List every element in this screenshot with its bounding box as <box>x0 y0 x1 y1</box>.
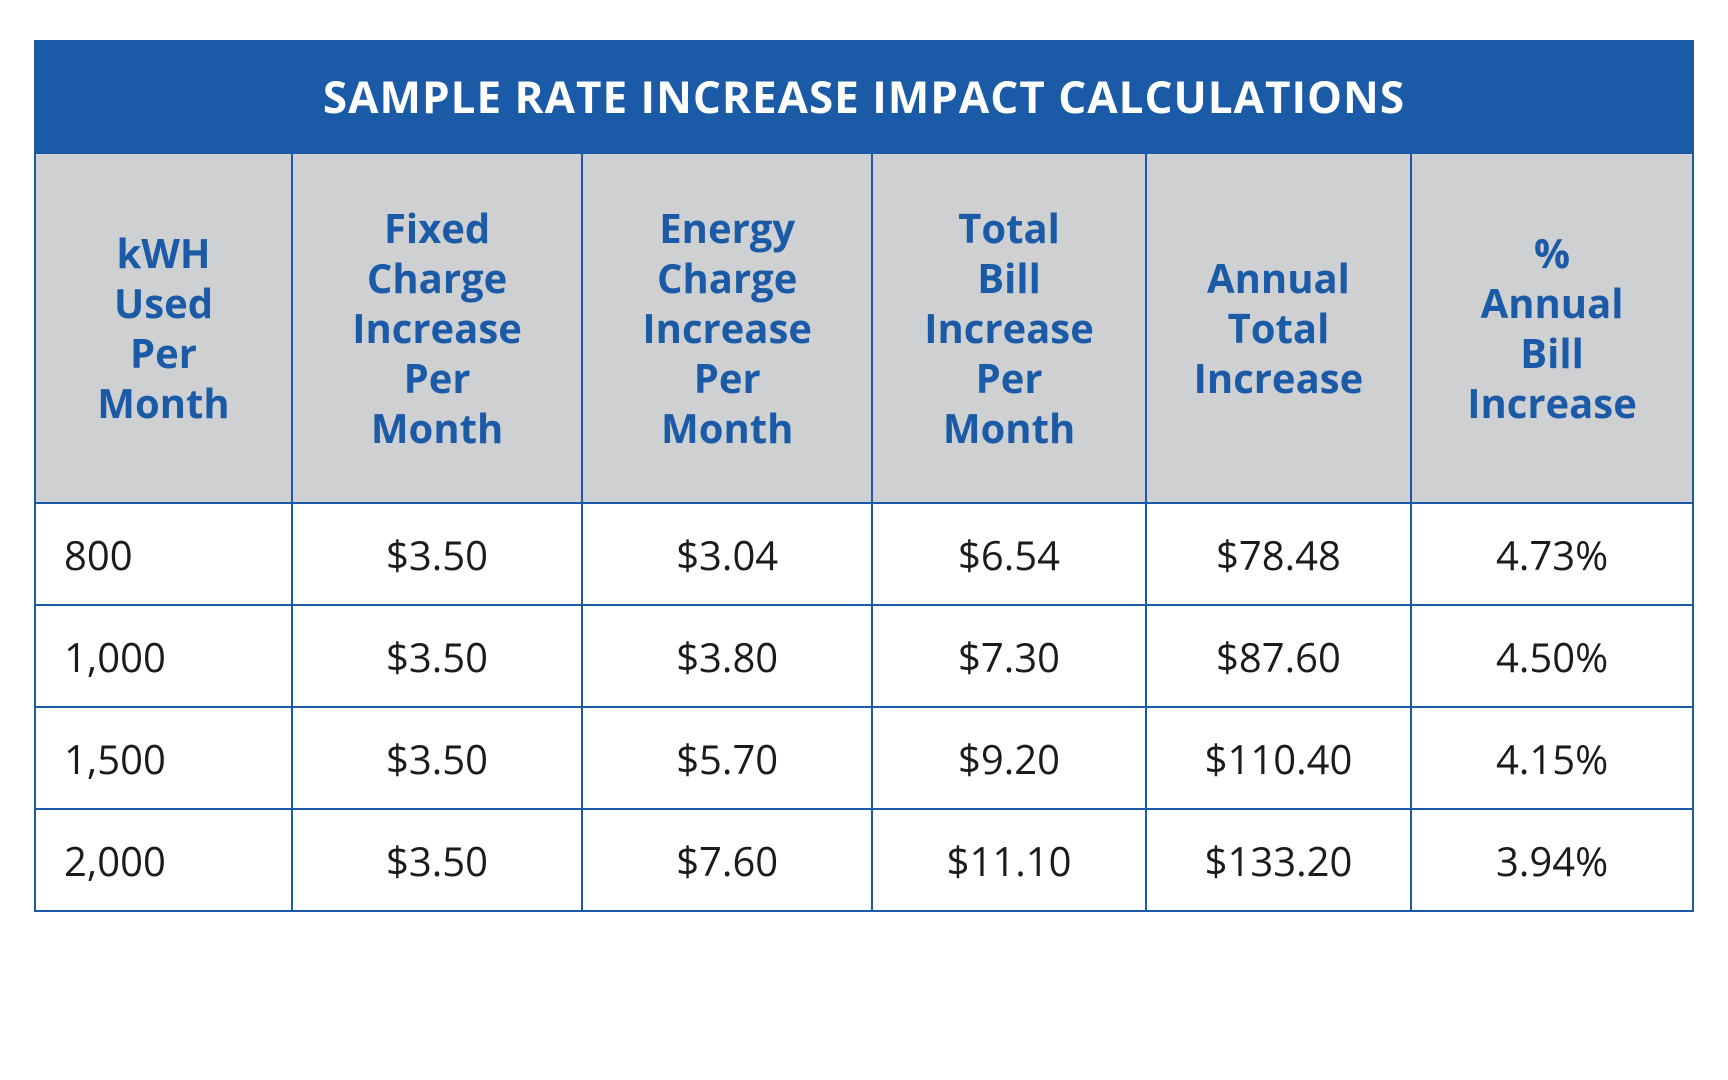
table-row: 2,000$3.50$7.60$11.10$133.203.94% <box>35 809 1693 911</box>
table-cell: $11.10 <box>872 809 1146 911</box>
table-cell: 4.73% <box>1411 503 1693 605</box>
column-header: TotalBillIncreasePerMonth <box>872 153 1146 503</box>
table-row: 1,000$3.50$3.80$7.30$87.604.50% <box>35 605 1693 707</box>
table-cell: $7.60 <box>582 809 872 911</box>
table-cell: $9.20 <box>872 707 1146 809</box>
table-cell: $78.48 <box>1146 503 1411 605</box>
table-cell: $110.40 <box>1146 707 1411 809</box>
table-cell: 1,500 <box>35 707 292 809</box>
table-row: 800$3.50$3.04$6.54$78.484.73% <box>35 503 1693 605</box>
table-cell: 2,000 <box>35 809 292 911</box>
title-row: SAMPLE RATE INCREASE IMPACT CALCULATIONS <box>35 41 1693 153</box>
table-cell: $3.04 <box>582 503 872 605</box>
table-cell: $3.50 <box>292 503 582 605</box>
table-body: 800$3.50$3.04$6.54$78.484.73%1,000$3.50$… <box>35 503 1693 911</box>
table-container: SAMPLE RATE INCREASE IMPACT CALCULATIONS… <box>0 0 1728 946</box>
table-title: SAMPLE RATE INCREASE IMPACT CALCULATIONS <box>35 41 1693 153</box>
column-header: %AnnualBillIncrease <box>1411 153 1693 503</box>
column-header: FixedChargeIncreasePerMonth <box>292 153 582 503</box>
table-cell: $5.70 <box>582 707 872 809</box>
table-cell: $7.30 <box>872 605 1146 707</box>
table-cell: 3.94% <box>1411 809 1693 911</box>
table-cell: 4.15% <box>1411 707 1693 809</box>
table-row: 1,500$3.50$5.70$9.20$110.404.15% <box>35 707 1693 809</box>
table-cell: $87.60 <box>1146 605 1411 707</box>
table-cell: 800 <box>35 503 292 605</box>
table-cell: $133.20 <box>1146 809 1411 911</box>
table-cell: $3.50 <box>292 605 582 707</box>
column-header: AnnualTotalIncrease <box>1146 153 1411 503</box>
header-row: kWHUsedPerMonthFixedChargeIncreasePerMon… <box>35 153 1693 503</box>
table-cell: $6.54 <box>872 503 1146 605</box>
rate-increase-table: SAMPLE RATE INCREASE IMPACT CALCULATIONS… <box>34 40 1694 912</box>
table-cell: $3.50 <box>292 707 582 809</box>
table-cell: 1,000 <box>35 605 292 707</box>
column-header: EnergyChargeIncreasePerMonth <box>582 153 872 503</box>
table-cell: 4.50% <box>1411 605 1693 707</box>
table-cell: $3.50 <box>292 809 582 911</box>
table-cell: $3.80 <box>582 605 872 707</box>
column-header: kWHUsedPerMonth <box>35 153 292 503</box>
